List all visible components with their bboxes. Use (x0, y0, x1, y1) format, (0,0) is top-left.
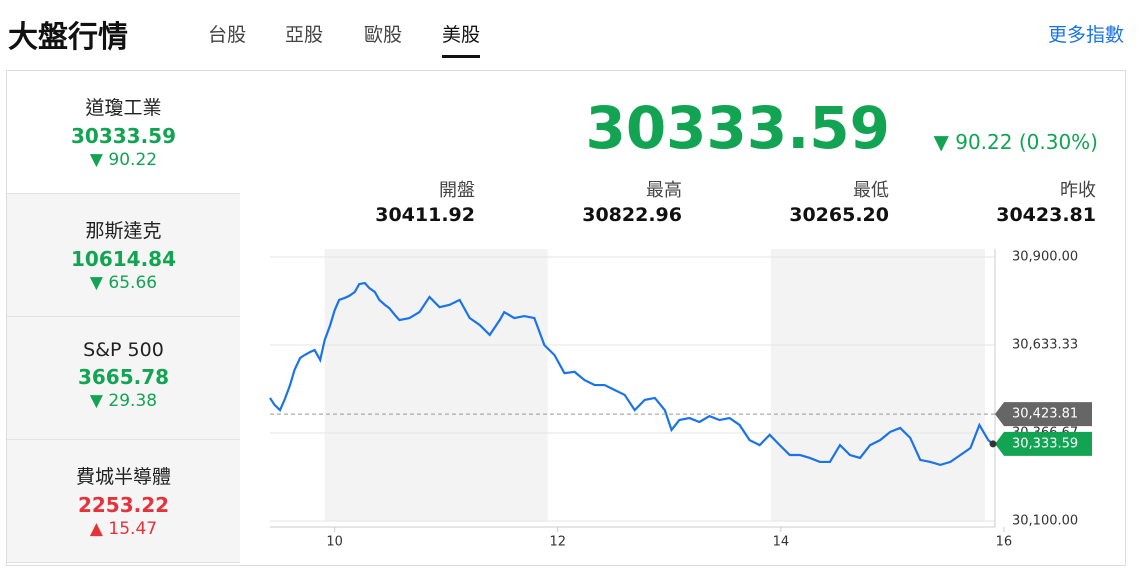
tab[interactable]: 亞股 (285, 24, 324, 46)
quote-change: ▼ 90.22 (0.30%) (933, 130, 1098, 154)
stat-label: 最高 (646, 180, 682, 201)
quote-change-text: 90.22 (0.30%) (955, 130, 1098, 154)
y-tick-label: 30,900.00 (1012, 250, 1078, 265)
last-point (989, 440, 997, 448)
change-text: 65.66 (108, 273, 158, 293)
price-tag-label: 30,333.59 (1012, 436, 1078, 451)
more-link[interactable]: 更多指數 (1047, 24, 1124, 46)
index-value: 2253.22 (77, 493, 170, 517)
arrow: ▼ (933, 130, 949, 154)
index-name: 道瓊工業 (85, 97, 162, 119)
panel (6, 70, 1126, 566)
arrow: ▲ (89, 519, 109, 539)
arrow: ▼ (89, 273, 109, 293)
tab[interactable]: 美股 (442, 20, 481, 58)
x-tick-label: 14 (773, 535, 790, 550)
x-tick-label: 12 (549, 535, 566, 550)
index-change: ▼ 29.38 (7, 391, 240, 411)
price-tag (995, 402, 1092, 427)
index-card[interactable]: 費城半導體 2253.22 ▲ 15.47 (7, 440, 240, 563)
index-name: 那斯達克 (85, 220, 162, 242)
tab[interactable]: 台股 (208, 24, 247, 46)
stat-value: 30411.92 (375, 204, 475, 226)
index-value: 30333.59 (70, 124, 176, 148)
stat-value: 30423.81 (996, 204, 1096, 226)
band (770, 249, 985, 521)
y-tick-label: 30,633.33 (1012, 338, 1078, 353)
arrow: ▼ (89, 391, 109, 411)
y-tick-label: 30,100.00 (1012, 514, 1078, 529)
index-name: S&P 500 (83, 339, 164, 361)
index-card[interactable]: S&P 500 3665.78 ▼ 29.38 (7, 317, 240, 440)
index-change: ▼ 90.22 (7, 150, 240, 170)
x-tick-label: 10 (326, 535, 343, 550)
stat-value: 30265.20 (789, 204, 889, 226)
band (324, 249, 548, 521)
index-name: 費城半導體 (75, 466, 171, 488)
index-value: 3665.78 (77, 365, 170, 389)
stat-label: 開盤 (439, 180, 475, 201)
quote-value: 30333.59 (585, 94, 890, 162)
title: 大盤行情 (8, 20, 128, 55)
stat-label: 昨收 (1060, 180, 1096, 201)
price-tag (995, 431, 1092, 456)
stat-label: 最低 (853, 180, 889, 201)
index-change: ▼ 65.66 (7, 273, 240, 293)
arrow: ▼ (89, 150, 109, 170)
change-text: 15.47 (108, 519, 158, 539)
index-change: ▲ 15.47 (7, 519, 240, 539)
price-line (269, 281, 994, 467)
change-text: 29.38 (108, 391, 158, 411)
change-text: 90.22 (108, 150, 158, 170)
x-tick-label: 16 (996, 535, 1013, 550)
tab[interactable]: 歐股 (364, 24, 403, 46)
price-tag-label: 30,423.81 (1012, 407, 1078, 422)
index-card[interactable]: 道瓊工業 30333.59 ▼ 90.22 (7, 71, 240, 194)
stat-value: 30822.96 (582, 204, 682, 226)
index-value: 10614.84 (70, 247, 176, 271)
index-card[interactable]: 那斯達克 10614.84 ▼ 65.66 (7, 194, 240, 317)
